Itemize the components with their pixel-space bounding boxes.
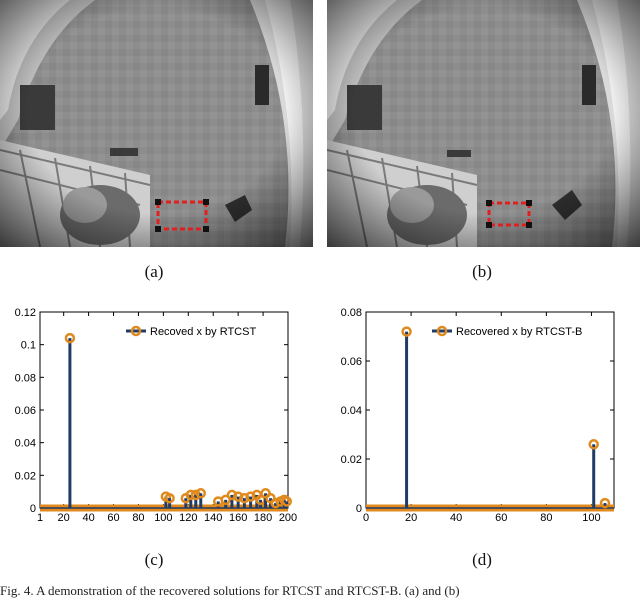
y-tick-label: 0.08 [15,372,36,384]
stem-marker [232,491,244,502]
stem-marker [239,492,250,504]
x-tick-label: 1 [37,512,43,524]
tracking-box [156,200,208,231]
stem-marker [226,489,238,501]
legend-marker [130,325,142,337]
subcaption-d: (d) [472,550,492,569]
x-tick-label: 140 [204,512,222,524]
x-tick-label: 100 [154,512,172,524]
fisheye-scene-b [327,0,640,247]
fisheye-scene-a [0,0,313,247]
x-tick-label: 40 [450,512,462,524]
x-tick-label: 200 [279,512,297,524]
y-tick-label: 0.02 [341,454,362,466]
legend-label: Recovered x by RTCST-B [456,326,582,338]
stem-marker [195,488,207,499]
y-tick-label: 0.1 [21,340,36,352]
subcaption-a: (a) [144,262,164,281]
y-tick-label: 0.04 [15,438,36,450]
legend-marker [436,325,448,337]
plot-frame [365,311,615,509]
x-tick-label: 100 [582,512,600,524]
subcaption-b: (b) [472,262,492,281]
figure-caption: Fig. 4. A demonstration of the recovered… [0,583,460,598]
legend-box [428,322,608,340]
stem-marker [64,332,76,344]
y-tick-label: 0.06 [341,356,362,368]
legend-box [122,322,282,340]
stem-marker [599,497,611,509]
plot-frame [39,311,289,509]
x-tick-label: 60 [107,512,119,524]
legend: Recovered x by RTCST-B [428,322,608,340]
stem-marker [245,491,256,502]
stem-marker [220,494,231,506]
stem-chart-rtcst: 0 0.02 0.04 0.06 0.08 0.1 0.12 1 20 40 60 80 100 120 1… [0,296,300,528]
stem-chart-rtcst-b: 0 0.02 0.04 0.06 0.08 0 20 40 60 80 100 Recovered x… [326,296,640,528]
x-tick-label: 20 [58,512,70,524]
x-tick-label: 80 [540,512,552,524]
x-tick-label: 20 [405,512,417,524]
stem-marker [401,326,412,337]
x-tick-label: 120 [179,512,197,524]
y-tick-label: 0.12 [15,307,36,319]
stem-marker [164,492,175,504]
stem-marker [281,496,293,507]
x-tick-label: 80 [132,512,144,524]
surveillance-frame-a [0,0,313,247]
y-tick-label: 0.04 [341,405,362,417]
chart-svg-rtcst-b: 0 0.02 0.04 0.06 0.08 0 20 40 60 80 100 Recovered x… [341,307,615,524]
y-tick-label: 0.08 [341,307,362,319]
x-tick-label: 180 [254,512,272,524]
x-tick-label: 60 [495,512,507,524]
chart-svg-rtcst: 00.020.040.060.080.10.121 20 40 60 80 100 120 1… [15,307,298,524]
stem-marker [588,439,599,450]
y-tick-label: 0.02 [15,470,36,482]
subcaption-c: (c) [144,550,164,569]
y-tick-label: 0 [30,503,36,515]
tracking-box [487,201,531,227]
y-tick-label: 0.06 [15,405,36,417]
legend-label: Recoved x by RTCST [150,326,256,338]
y-tick-label: 0 [356,503,362,515]
x-tick-label: 0 [363,512,369,524]
legend: Recoved x by RTCST [122,322,282,340]
x-tick-label: 160 [229,512,247,524]
x-tick-label: 40 [82,512,94,524]
surveillance-frame-b [327,0,640,247]
